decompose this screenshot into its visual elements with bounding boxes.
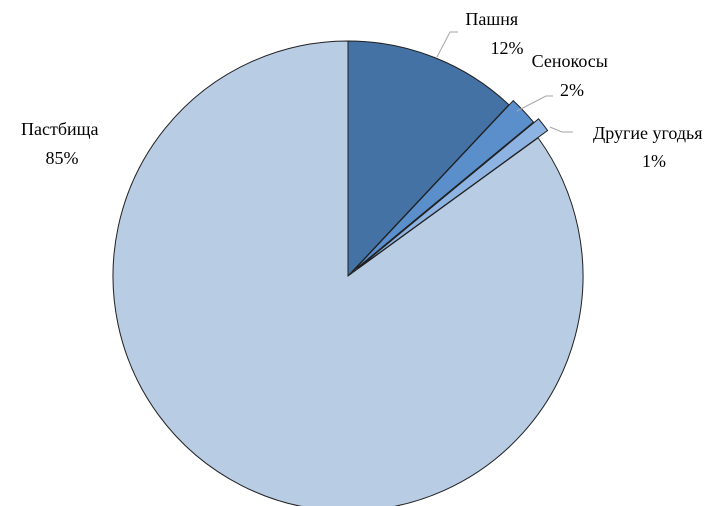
leader-lines: [436, 31, 573, 133]
leader-line-drugie: [549, 126, 573, 133]
slice-senokosy: [352, 99, 535, 273]
slice-pastbischa: [112, 40, 584, 506]
label-drugie: Другие угодья 1%: [593, 123, 707, 171]
data-labels: Пашня 12% Сенокосы 2% Другие угодья 1% П…: [21, 9, 707, 171]
label-drugie-name: Другие угодья: [593, 123, 703, 143]
leader-line-senokosy: [516, 95, 553, 112]
pie-slices: [112, 40, 584, 506]
label-senokosy-value: 2%: [560, 80, 584, 100]
slice-drugie: [357, 118, 549, 270]
label-pastbischa-value: 85%: [46, 148, 79, 168]
label-senokosy: Сенокосы 2%: [532, 51, 613, 100]
label-pashnya-value: 12%: [491, 38, 524, 58]
leader-line-pashnya: [436, 31, 458, 58]
label-drugie-value: 1%: [642, 151, 666, 171]
label-pashnya-name: Пашня: [465, 9, 518, 29]
label-pashnya: Пашня 12%: [465, 9, 523, 58]
label-senokosy-name: Сенокосы: [532, 51, 608, 71]
slice-pashnya: [347, 40, 510, 278]
label-pastbischa: Пастбища 85%: [21, 119, 103, 168]
label-pastbischa-name: Пастбища: [21, 119, 98, 139]
